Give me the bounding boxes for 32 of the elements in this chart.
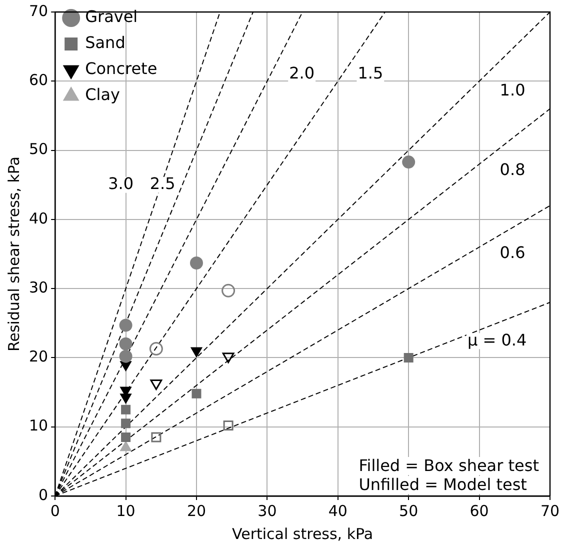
x-tick-label: 0 xyxy=(50,502,60,520)
y-tick-label: 0 xyxy=(38,486,48,504)
y-tick-label: 70 xyxy=(28,2,48,20)
y-tick-label: 30 xyxy=(28,278,48,296)
x-tick-label: 10 xyxy=(116,502,136,520)
annotation: 1.0 xyxy=(500,80,526,100)
legend-label: Gravel xyxy=(85,7,138,26)
annotation: 0.6 xyxy=(500,243,526,262)
x-tick-label: 40 xyxy=(328,502,348,520)
x-tick-label: 70 xyxy=(540,502,560,520)
y-tick-label: 40 xyxy=(28,209,48,228)
y-tick-label: 10 xyxy=(28,416,48,435)
legend-label: Clay xyxy=(85,85,120,104)
annotation: 1.5 xyxy=(358,63,384,82)
annotation: 3.0 xyxy=(108,174,134,194)
x-tick-label: 20 xyxy=(186,502,206,520)
x-tick-label: 60 xyxy=(470,502,489,520)
legend-label: Sand xyxy=(85,33,126,52)
y-tick-label: 60 xyxy=(28,71,48,90)
annotation: Filled = Box shear test xyxy=(358,456,539,476)
y-tick-label: 50 xyxy=(28,140,48,158)
annotation: 2.5 xyxy=(150,174,176,194)
series-label: μ = 0.4 xyxy=(467,330,527,350)
annotation: 0.8 xyxy=(500,160,526,180)
x-tick-label: 30 xyxy=(258,502,277,520)
y-tick-label: 20 xyxy=(28,348,48,366)
annotation: 2.0 xyxy=(289,63,315,82)
y-axis-title: Residual shear stress, kPa xyxy=(4,156,23,352)
x-axis-title: Vertical stress, kPa xyxy=(232,524,374,543)
legend-label: Concrete xyxy=(85,59,158,78)
x-tick-label: 50 xyxy=(399,502,418,520)
annotation: Unfilled = Model test xyxy=(358,475,527,494)
